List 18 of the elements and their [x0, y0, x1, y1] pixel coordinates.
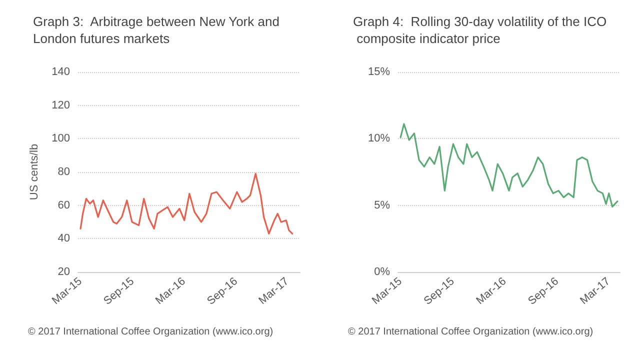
y-tick-label: 60 — [58, 199, 70, 212]
y-tick-label: 10% — [368, 132, 390, 145]
chart-title: Graph 4: Rolling 30-day volatility of the ICO composite indicator price — [353, 14, 607, 46]
y-tick-label: 5% — [374, 199, 390, 212]
y-tick-label: 15% — [368, 66, 390, 78]
y-tick-label: 20 — [58, 266, 70, 278]
y-tick-label: 80 — [58, 166, 70, 178]
line-series — [400, 123, 618, 208]
text: © 2017 International Coffee Organization (www.ico.org) — [348, 326, 594, 338]
chart-title: Graph 3: Arbitrage between New York and London futures markets — [33, 14, 284, 46]
y-tick-label: 0% — [374, 266, 390, 278]
y-tick-label: 100 — [52, 132, 70, 145]
text: © 2017 International Coffee Organization (www.ico.org) — [28, 326, 274, 338]
y-tick-label: 140 — [52, 66, 70, 78]
y-tick-label: 40 — [58, 232, 70, 245]
line-series — [80, 172, 294, 234]
y-axis-title: US cents/lb — [28, 144, 40, 200]
y-tick-label: 120 — [52, 99, 70, 112]
